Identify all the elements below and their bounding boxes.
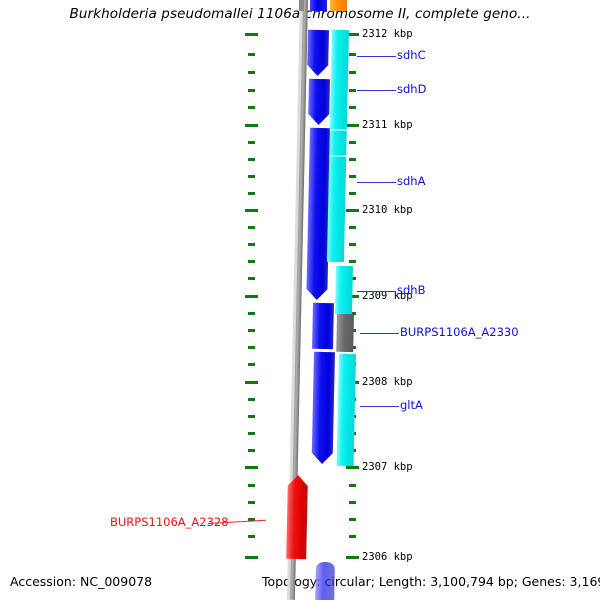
ruler-tick-minor-right-12 [349,312,356,315]
ruler-tick-minor-right-0 [349,53,356,56]
ruler-label-4: 2308 kbp [362,376,413,388]
ruler-tick-major-left-3 [245,295,258,298]
ruler-tick-major-left-6 [245,556,258,559]
gene-bottom-fragment[interactable] [315,561,335,600]
ruler-tick-minor-left-5 [248,158,255,161]
gene-gltA[interactable] [336,353,356,467]
ruler-label-1: 2311 kbp [362,119,413,131]
gene-label-gltA[interactable]: gltA [400,398,423,412]
ruler-tick-minor-left-15 [248,363,255,366]
ruler-tick-minor-left-11 [248,277,255,280]
ruler-tick-major-right-6 [346,556,359,559]
ruler-tick-minor-right-9 [349,243,356,246]
ruler-tick-minor-left-22 [248,518,255,521]
ruler-tick-minor-right-3 [349,106,356,109]
ruler-tick-minor-left-19 [248,449,255,452]
leader-line-sdhC [357,56,396,57]
ruler-label-3: 2309 kbp [362,290,413,302]
ruler-tick-major-right-1 [346,124,359,127]
leader-line-sdhB [357,291,396,292]
ruler-tick-minor-right-8 [349,226,356,229]
ruler-tick-minor-left-18 [248,432,255,435]
leader-line-sdhD [357,90,396,91]
ruler-tick-minor-left-13 [248,329,255,332]
ruler-label-5: 2307 kbp [362,461,413,473]
ruler-tick-minor-left-21 [248,501,255,504]
leader-line-a2330 [360,333,399,334]
gene-label-sdhA[interactable]: sdhA [397,174,426,188]
status-topology: Topology: circular; Length: 3,100,794 bp… [262,574,600,589]
gene-label-sdhC[interactable]: sdhC [397,48,426,62]
ruler-tick-major-right-5 [346,466,359,469]
ruler-tick-minor-right-5 [349,158,356,161]
ruler-tick-minor-left-23 [248,535,255,538]
gene-sdhA[interactable] [306,127,331,300]
ruler-tick-minor-left-16 [248,398,255,401]
ruler-tick-minor-right-10 [349,260,356,263]
ruler-tick-major-left-5 [245,466,258,469]
ruler-tick-major-left-4 [245,381,258,384]
ruler-label-2: 2310 kbp [362,204,413,216]
top-blue-fragment[interactable] [310,0,327,11]
ruler-tick-minor-right-20 [349,484,356,487]
ruler-tick-major-right-3 [346,295,359,298]
ruler-tick-minor-left-7 [248,192,255,195]
gene-label-sdhB[interactable]: sdhB [397,283,426,297]
ruler-tick-minor-right-21 [349,501,356,504]
ruler-tick-major-left-1 [245,124,258,127]
top-orange-fragment[interactable] [330,0,347,11]
ruler-tick-minor-left-10 [248,260,255,263]
ruler-label-6: 2306 kbp [362,551,413,563]
gene-sdhC[interactable] [307,29,329,76]
ruler-tick-major-left-2 [245,209,258,212]
ruler-tick-minor-right-2 [349,89,356,92]
status-bar: Accession: NC_009078 Topology: circular;… [0,570,600,600]
ruler-tick-minor-left-2 [248,89,255,92]
ruler-tick-minor-left-14 [248,346,255,349]
ruler-tick-minor-left-20 [248,484,255,487]
ruler-tick-minor-right-1 [349,71,356,74]
ruler-tick-minor-left-8 [248,226,255,229]
gene-cyan-mid-segment[interactable] [334,265,353,315]
ruler-tick-minor-right-23 [349,535,356,538]
ruler-tick-minor-right-22 [349,518,356,521]
ruler-tick-minor-right-7 [349,192,356,195]
ruler-tick-minor-left-12 [248,312,255,315]
gene-BURPS1106A_A2330[interactable] [336,313,354,353]
gene-label-a2330[interactable]: BURPS1106A_A2330 [400,325,519,339]
ruler-tick-minor-right-6 [349,175,356,178]
gene-sdhB[interactable] [311,302,334,350]
gene-cyan-upper-segment[interactable] [326,29,349,263]
ruler-tick-minor-left-3 [248,106,255,109]
ruler-tick-major-right-2 [346,209,359,212]
gene-blue-lower-segment[interactable] [311,351,335,464]
leader-line-sdhA [357,182,396,183]
ruler-tick-major-left-0 [245,33,258,36]
ruler-tick-minor-left-0 [248,53,255,56]
leader-line-gltA [360,406,399,407]
ruler-tick-minor-left-9 [248,243,255,246]
ruler-tick-minor-right-4 [349,141,356,144]
ruler-tick-minor-left-4 [248,141,255,144]
gene-BURPS1106A_A2328[interactable] [286,475,308,560]
gene-label-sdhD[interactable]: sdhD [397,82,427,96]
status-accession: Accession: NC_009078 [10,574,153,589]
ruler-tick-minor-left-17 [248,415,255,418]
ruler-tick-major-right-0 [346,33,359,36]
ruler-label-0: 2312 kbp [362,28,413,40]
gene-sdhD[interactable] [308,78,330,125]
ruler-tick-minor-left-1 [248,71,255,74]
gene-label-a2328[interactable]: BURPS1106A_A2328 [110,515,229,529]
top-grey-fragment [299,0,304,11]
ruler-tick-minor-left-6 [248,175,255,178]
